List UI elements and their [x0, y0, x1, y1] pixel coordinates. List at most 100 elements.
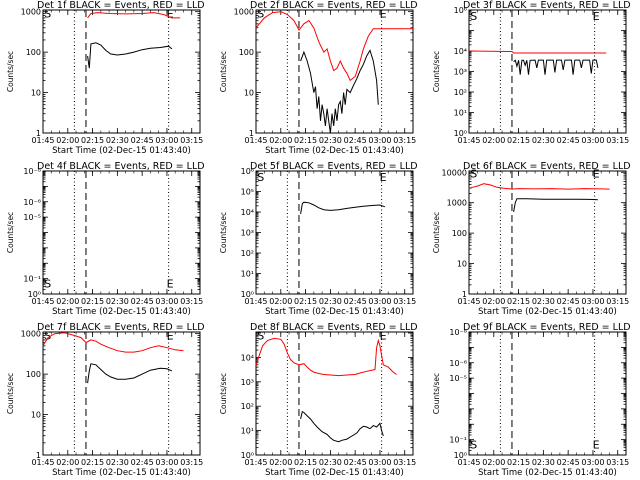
chart-panel-6: Det 6f BLACK = Events, RED = LLD 1 10 100 10…	[432, 161, 631, 317]
chart-panel-7: Det 7f BLACK = Events, RED = LLD 1 10 100 10…	[6, 322, 205, 478]
x-tick-label: 03:15	[180, 458, 203, 467]
x-tick-label: 01:45	[244, 458, 267, 467]
x-tick-label: 02:00	[56, 297, 79, 306]
y-tick-label: 1	[249, 129, 254, 138]
y-tick-label: 1000	[21, 8, 41, 17]
x-tick-label: 02:00	[269, 136, 292, 145]
y-tick-label: 10⁰	[454, 451, 467, 460]
marker-e: E	[167, 330, 174, 343]
plot-frame	[255, 170, 414, 295]
y-tick-label: 10⁻¹	[449, 436, 467, 445]
x-tick-label: 02:00	[269, 458, 292, 467]
y-tick-label: 10	[31, 411, 41, 420]
chart-title: Det 3f BLACK = Events, RED = LLD	[463, 0, 631, 11]
series-line-lld	[87, 12, 181, 19]
x-tick-label: 03:15	[393, 297, 416, 306]
x-tick-label: 03:15	[180, 136, 203, 145]
marker-e: E	[167, 8, 174, 21]
x-tick-label: 02:30	[319, 136, 342, 145]
y-axis-label: Counts/sec	[432, 212, 441, 253]
x-tick-label: 01:45	[31, 136, 54, 145]
x-tick-label: 03:00	[155, 297, 178, 306]
y-axis-label: Counts/sec	[6, 51, 15, 92]
y-tick-label: 10³	[454, 68, 467, 77]
y-tick-label: 10²	[454, 88, 467, 97]
y-axis-label: Counts/sec	[6, 212, 15, 253]
marker-s: S	[257, 329, 264, 342]
x-tick-label: 02:15	[507, 136, 530, 145]
series-line-lld	[468, 183, 610, 190]
x-tick-label: 01:45	[244, 297, 267, 306]
chart-title: Det 9f BLACK = Events, RED = LLD	[463, 322, 631, 333]
x-tick-label: 02:45	[557, 458, 580, 467]
y-tick-label: 10³	[241, 378, 254, 387]
marker-s: S	[470, 10, 477, 23]
x-tick-label: 02:00	[482, 458, 505, 467]
x-tick-label: 03:00	[368, 458, 391, 467]
y-tick-label: 10⁰	[454, 129, 467, 138]
chart-panel-8: Det 8f BLACK = Events, RED = LLD 10⁰ 10¹ 10…	[219, 322, 418, 478]
y-axis-label: Counts/sec	[432, 51, 441, 92]
y-tick-label: 100	[452, 229, 467, 238]
marker-e: E	[593, 438, 600, 451]
y-tick-label: 10⁴	[454, 47, 467, 56]
y-axis-label: Counts/sec	[219, 373, 228, 414]
x-tick-label: 02:45	[557, 297, 580, 306]
plot-frame	[468, 331, 627, 456]
y-tick-label: 10⁵	[241, 188, 254, 197]
y-axis-label: Counts/sec	[432, 373, 441, 414]
y-tick-label: 10¹	[241, 270, 254, 279]
y-tick-label: 1	[462, 290, 467, 299]
y-tick-label: 10⁻¹	[23, 275, 41, 284]
x-tick-label: 03:15	[393, 136, 416, 145]
chart-panel-4: Det 4f BLACK = Events, RED = LLD 10⁰ 10⁻¹ 1…	[6, 161, 205, 317]
x-tick-label: 02:00	[269, 297, 292, 306]
x-tick-label: 03:15	[393, 458, 416, 467]
y-tick-label: 10¹	[241, 427, 254, 436]
x-tick-label: 02:30	[106, 297, 129, 306]
x-tick-label: 01:45	[31, 297, 54, 306]
y-tick-label: 10⁻⁵	[23, 213, 41, 222]
x-tick-label: 01:45	[457, 458, 480, 467]
y-tick-label: 10⁶	[241, 167, 254, 176]
x-tick-label: 03:00	[368, 297, 391, 306]
y-tick-label: 10	[31, 89, 41, 98]
x-tick-label: 03:15	[606, 297, 629, 306]
series-line-events	[513, 198, 598, 212]
chart-panel-3: Det 3f BLACK = Events, RED = LLD 10⁰ 10¹ 10…	[432, 0, 631, 145]
y-tick-label: 10⁰	[241, 290, 254, 299]
x-tick-label: 03:00	[368, 136, 391, 145]
x-tick-label: 03:00	[155, 136, 178, 145]
marker-s: S	[44, 277, 51, 290]
x-tick-label: 02:15	[507, 458, 530, 467]
x-tick-label: 02:30	[532, 458, 555, 467]
marker-s: S	[470, 438, 477, 451]
x-tick-label: 02:45	[344, 136, 367, 145]
x-tick-label: 03:15	[606, 136, 629, 145]
y-tick-label: 10⁻⁵	[449, 374, 467, 383]
y-tick-label: 100	[26, 370, 41, 379]
y-tick-label: 10⁻⁸	[449, 328, 467, 337]
x-axis-label: Start Time (02-Dec-15 01:43:40)	[478, 468, 617, 478]
chart-title: Det 6f BLACK = Events, RED = LLD	[463, 161, 631, 172]
y-axis-label: Counts/sec	[6, 373, 15, 414]
chart-title: Det 4f BLACK = Events, RED = LLD	[37, 161, 205, 172]
x-tick-label: 02:00	[56, 136, 79, 145]
x-tick-label: 02:15	[81, 136, 104, 145]
x-tick-label: 02:45	[131, 458, 154, 467]
x-tick-label: 02:15	[81, 297, 104, 306]
series-line-events	[87, 363, 173, 384]
x-tick-label: 02:45	[131, 136, 154, 145]
series-line-lld	[255, 11, 413, 82]
x-tick-label: 02:45	[344, 458, 367, 467]
x-tick-label: 01:45	[244, 136, 267, 145]
y-tick-label: 10⁰	[241, 451, 254, 460]
x-tick-label: 02:45	[344, 297, 367, 306]
y-tick-label: 10¹	[454, 109, 467, 118]
marker-e: E	[167, 277, 174, 290]
marker-s: S	[257, 8, 264, 21]
x-tick-label: 03:00	[581, 136, 604, 145]
marker-e: E	[593, 168, 600, 181]
x-tick-label: 02:30	[319, 458, 342, 467]
